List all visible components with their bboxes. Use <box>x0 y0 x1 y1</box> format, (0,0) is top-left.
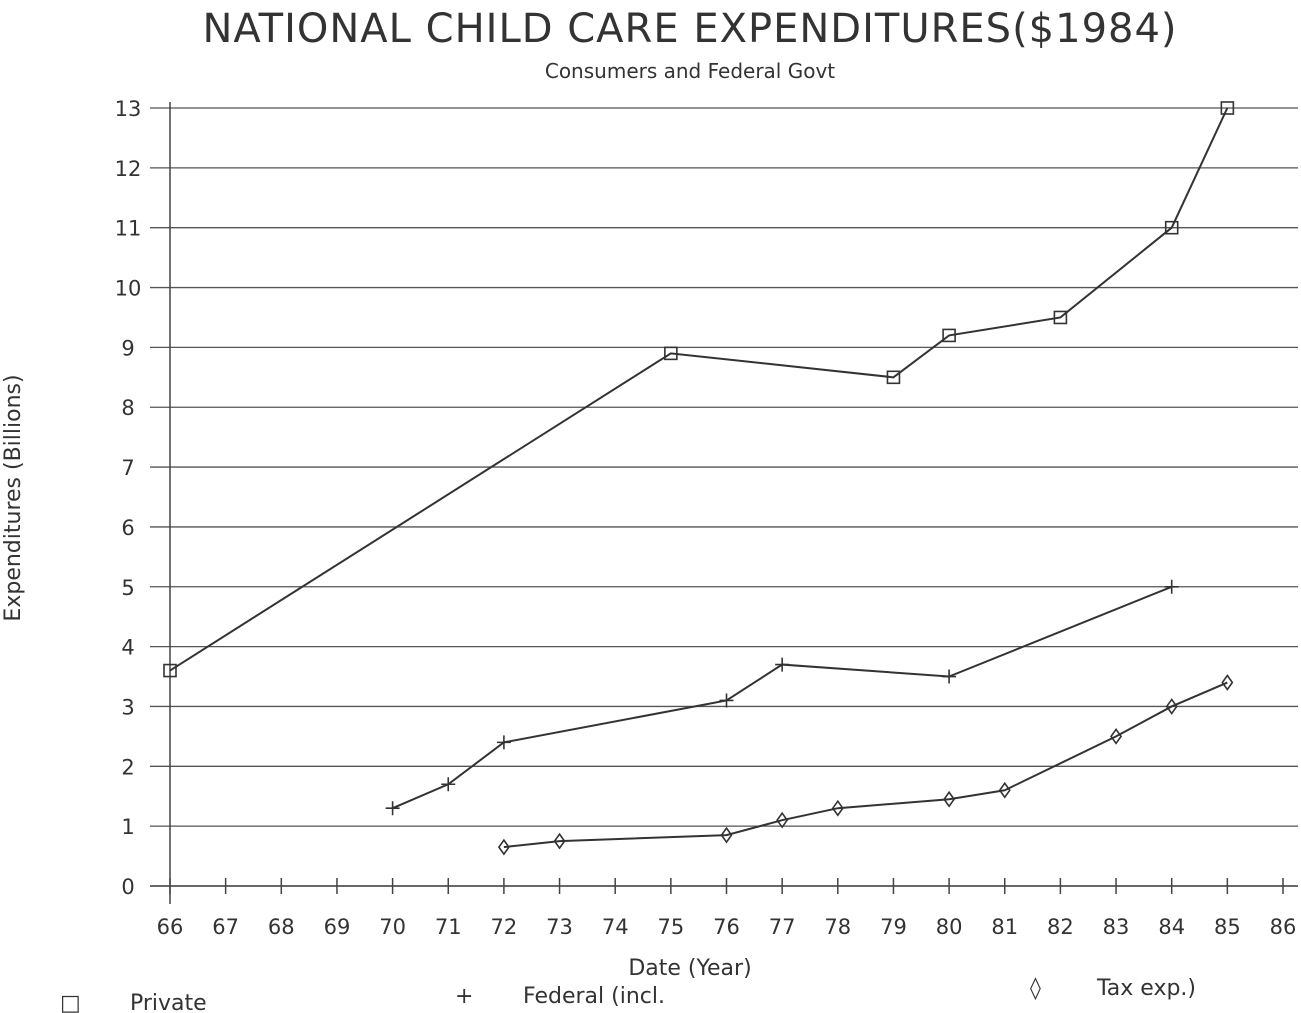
legend-symbol-federal: + <box>455 984 473 1009</box>
data-point-plus <box>385 801 400 816</box>
x-tick-label: 84 <box>1158 915 1185 939</box>
x-tick-label: 82 <box>1047 915 1074 939</box>
x-tick-label: 72 <box>491 915 518 939</box>
data-point-diamond <box>776 811 789 829</box>
data-point-plus <box>942 669 957 684</box>
series-line-2 <box>503 681 1228 849</box>
gridlines <box>150 107 1298 887</box>
series-1 <box>385 579 1179 816</box>
x-tick-label: 73 <box>546 915 573 939</box>
series-line-1 <box>392 585 1173 810</box>
legend: □ Private + Federal (incl. ◊ Tax exp.) <box>60 976 1196 1013</box>
data-point-square <box>664 346 678 361</box>
x-tick-label: 78 <box>824 915 851 939</box>
y-tick-label: 6 <box>121 516 134 540</box>
data-point-diamond <box>553 832 566 850</box>
series-0 <box>163 101 1235 678</box>
x-tick-label: 68 <box>268 915 295 939</box>
x-tick-label: 66 <box>157 915 184 939</box>
legend-symbol-private: □ <box>60 991 81 1013</box>
y-tick-label: 13 <box>115 97 142 121</box>
y-tick-label: 7 <box>121 456 134 480</box>
x-tick-label: 74 <box>602 915 629 939</box>
axes <box>150 102 1298 904</box>
x-tick-label: 83 <box>1103 915 1130 939</box>
y-tick-label: 10 <box>115 277 142 301</box>
x-tick-label: 69 <box>324 915 351 939</box>
data-point-square <box>1053 310 1068 325</box>
chart-title: NATIONAL CHILD CARE EXPENDITURES($1984) <box>202 6 1177 52</box>
x-tick-label: 80 <box>936 915 963 939</box>
data-point-square <box>886 370 901 385</box>
x-tick-label: 77 <box>769 915 796 939</box>
x-tick-label: 71 <box>435 915 462 939</box>
data-point-diamond <box>998 781 1011 799</box>
data-point-diamond <box>497 838 510 856</box>
x-axis-label: Date (Year) <box>628 956 751 981</box>
x-tick-label: 75 <box>657 915 684 939</box>
data-point-diamond <box>1110 728 1123 745</box>
x-tick-labels: 66 67 68 69 70 71 72 73 74 75 76 77 78 79 80 81 82 83 84 85… <box>157 878 1297 939</box>
x-tick-label: 79 <box>880 915 907 939</box>
data-point-square <box>942 328 956 343</box>
x-tick-label: 85 <box>1214 915 1241 939</box>
legend-label-federal: Federal (incl. <box>523 984 665 1009</box>
series-line-0 <box>169 107 1229 672</box>
data-point-plus <box>719 693 734 708</box>
y-tick-label: 2 <box>121 755 134 779</box>
legend-symbol-tax: ◊ <box>1030 976 1041 1001</box>
y-tick-label: 0 <box>121 875 134 899</box>
y-tick-label: 1 <box>121 815 134 839</box>
y-tick-label: 4 <box>121 636 134 660</box>
data-point-diamond <box>1165 698 1178 715</box>
y-axis-label: Expenditures (Billions) <box>1 374 26 621</box>
data-point-diamond <box>943 790 956 808</box>
x-tick-label: 81 <box>991 915 1018 939</box>
x-tick-label: 86 <box>1270 915 1297 939</box>
data-point-plus <box>775 657 790 672</box>
x-tick-label: 67 <box>212 915 239 939</box>
x-tick-label: 70 <box>379 915 406 939</box>
y-tick-label: 11 <box>115 217 142 241</box>
y-tick-label: 9 <box>121 336 134 360</box>
y-tick-label: 3 <box>121 695 134 719</box>
legend-label-tax: Tax exp.) <box>1096 976 1196 1001</box>
y-tick-label: 8 <box>121 396 134 420</box>
data-point-diamond <box>1221 674 1234 691</box>
data-point-diamond <box>720 826 733 844</box>
y-tick-label: 12 <box>115 157 142 181</box>
data-point-square <box>1220 101 1235 115</box>
data-point-plus <box>496 735 511 750</box>
x-tick-label: 76 <box>713 915 740 939</box>
y-tick-label: 5 <box>121 576 134 600</box>
series-2 <box>497 674 1234 856</box>
chart-subtitle: Consumers and Federal Govt <box>545 59 835 83</box>
data-point-plus <box>441 777 456 792</box>
data-point-plus <box>1164 579 1179 594</box>
data-point-diamond <box>831 799 844 817</box>
series <box>163 101 1235 856</box>
data-point-square <box>1164 220 1179 235</box>
legend-label-private: Private <box>130 991 207 1013</box>
data-point-square <box>163 663 177 678</box>
